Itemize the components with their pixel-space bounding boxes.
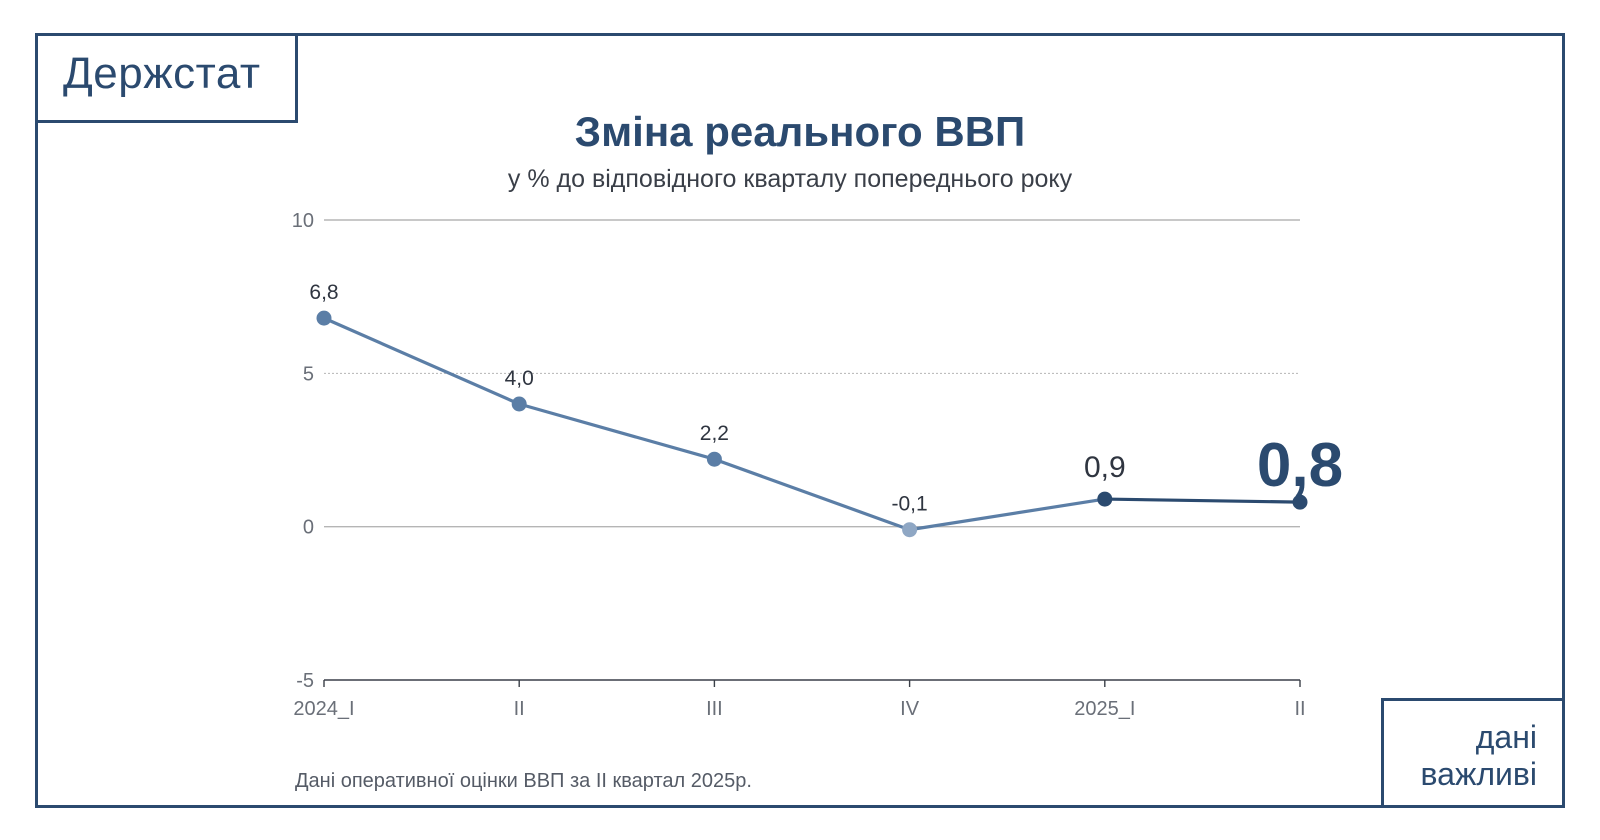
x-tick-label: 2025_I [1074,698,1135,720]
x-tick-label: IV [900,698,920,720]
outer-frame [35,33,1565,808]
data-point [511,396,527,412]
series-line-segment [517,402,717,461]
series-line-segment [712,457,912,532]
y-tick-label: 10 [292,210,314,232]
data-label: 0,9 [1084,451,1126,484]
data-point [706,451,722,467]
x-tick-label: II [514,698,525,720]
y-tick-label: -5 [296,670,314,692]
chart-subtitle: у % до відповідного кварталу попередньог… [507,165,1073,193]
data-point [1292,494,1308,510]
data-label: 0,8 [1257,431,1343,500]
x-tick-label: 2024_I [293,698,354,720]
footnote: Дані оперативної оцінки ВВП за II кварта… [295,770,752,792]
data-point [1097,491,1113,507]
series-line-segment [322,316,521,406]
slogan-line-1: дані [1475,719,1537,755]
data-label: 6,8 [309,281,338,304]
x-tick-label: II [1294,698,1305,720]
y-tick-label: 0 [303,517,314,539]
chart-title: Зміна реального ВВП [574,108,1026,155]
slogan-line-2: важливі [1420,756,1538,792]
data-label: 4,0 [505,367,534,390]
data-label: 2,2 [700,422,729,445]
y-tick-label: 5 [303,363,314,385]
logo-box: Держстат [35,33,298,123]
data-point [902,522,918,538]
data-label: -0,1 [892,493,928,516]
logo: Держстат [63,49,261,98]
slogan-box: дані важливі [1381,698,1565,808]
series-line-segment [907,497,1107,532]
x-tick-label: III [706,698,723,720]
series-line-segment [1103,497,1302,504]
data-point [316,310,332,326]
